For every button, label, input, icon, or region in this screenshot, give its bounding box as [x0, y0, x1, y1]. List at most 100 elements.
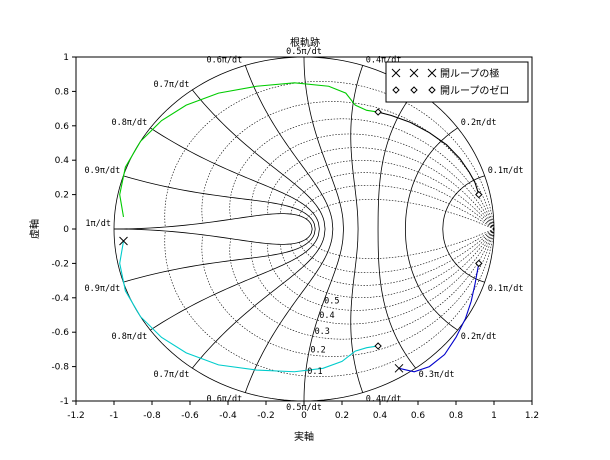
x-tick-label-1: -1	[110, 411, 119, 421]
unit-circle	[113, 57, 495, 401]
zeta-curve-upper-3	[229, 118, 495, 230]
legend-pole-marker-1	[409, 68, 419, 78]
locus-branch-3	[377, 111, 480, 195]
zeta-curve-lower-1	[164, 228, 495, 377]
frequency-label-lower-9: 0.9π/dt	[84, 284, 120, 294]
zeta-curve-lower-8	[298, 228, 495, 274]
zeta-curve-lower-3	[229, 228, 495, 340]
legend-zero-marker-0	[392, 86, 400, 94]
legend-label-2: 開ループのゼロ	[440, 85, 509, 97]
wn-curve-lower-7	[192, 228, 326, 369]
frequency-label-upper-9: 0.9π/dt	[84, 166, 120, 176]
x-tick-label-4: -0.4	[219, 411, 237, 421]
zeta-curve-lower-6	[280, 228, 495, 298]
wn-curve-lower-8	[150, 228, 320, 331]
y-tick-label-7: 0.4	[55, 156, 70, 166]
zeta-curve-upper-7	[290, 172, 495, 230]
zeta-curve-lower-5	[267, 228, 495, 311]
x-tick-label-5: -0.2	[257, 411, 275, 421]
wn-curve-upper-10	[113, 213, 313, 230]
y-tick-label-4: -0.2	[51, 259, 69, 269]
zeta-curve-upper-4	[250, 133, 495, 230]
zeta-curve-upper-2	[201, 101, 495, 230]
frequency-label-upper-5: 0.5π/dt	[286, 47, 322, 57]
zeta-curve-lower-2	[201, 228, 495, 357]
zero-marker-3	[475, 190, 483, 199]
zeta-curve-lower-7	[290, 228, 495, 286]
wn-curve-upper-5	[303, 57, 344, 230]
x-tick-label-11: 1	[491, 411, 497, 421]
frequency-label-upper-4: 0.4π/dt	[366, 55, 402, 65]
zeta-curve-upper-9	[306, 199, 495, 230]
zero-marker-2	[374, 342, 382, 350]
locus-branch-2	[119, 240, 379, 373]
x-tick-label-9: 0.6	[411, 411, 426, 421]
y-tick-label-3: -0.4	[51, 294, 69, 304]
axes: -1.2 -1 -0.8 -0.6 -0.4 -0.2 0 0.2 0.4 0.6 0.8 1 1.2 -…	[51, 53, 539, 421]
damping-label-5: 0.5	[324, 297, 339, 307]
wn-curve-upper-2	[404, 127, 458, 230]
frequency-label-lower-2: 0.2π/dt	[461, 332, 497, 342]
legend-box	[385, 61, 529, 103]
x-tick-label-3: -0.6	[181, 411, 199, 421]
frequency-label-lower-6: 0.6π/dt	[206, 395, 242, 405]
legend-pole-marker-0	[391, 68, 401, 78]
wn-curve-lower-2	[404, 228, 458, 331]
wn-curve-lower-10	[113, 228, 313, 245]
x-tick-label-2: -0.8	[143, 411, 161, 421]
y-tick-label-0: -1	[60, 397, 69, 407]
zeta-curve-upper-6	[280, 160, 495, 230]
frequency-label-lower-4: 0.4π/dt	[366, 395, 402, 405]
legend-pole-marker-2	[427, 68, 437, 78]
zeta-curve-upper-5	[267, 147, 495, 230]
wn-curve-upper-7	[192, 89, 326, 230]
zeta-curve-upper-8	[298, 184, 495, 230]
x-tick-label-8: 0.4	[373, 411, 388, 421]
zeta-curve-lower-4	[250, 228, 495, 325]
wn-curve-upper-9	[123, 175, 316, 230]
damping-label-4: 0.4	[319, 311, 334, 321]
y-tick-label-8: 0.6	[55, 122, 70, 132]
chart-title: 根軌跡	[290, 36, 320, 49]
y-tick-label-10: 1	[63, 53, 69, 63]
legend-label-1: 開ループの極	[440, 67, 499, 80]
x-tick-label-0: -1.2	[67, 411, 85, 421]
x-axis-title: 実軸	[294, 430, 314, 443]
frequency-label-upper-7: 0.7π/dt	[153, 80, 189, 90]
frequency-label-upper-2: 0.2π/dt	[461, 118, 497, 128]
wn-curve-lower-9	[123, 228, 316, 283]
legend-zero-marker-2	[428, 86, 436, 94]
frequency-label-lower-1: 0.1π/dt	[488, 284, 524, 294]
x-tick-label-7: 0.2	[335, 411, 349, 421]
y-tick-label-1: -0.8	[51, 363, 69, 373]
locus-branches	[119, 82, 480, 373]
frequency-label-lower-5: 0.5π/dt	[286, 403, 322, 413]
zgrid	[113, 57, 495, 401]
x-tick-label-10: 0.8	[449, 411, 464, 421]
wn-curve-upper-8	[150, 127, 320, 230]
frequency-label-lower-3: 0.3π/dt	[419, 370, 455, 380]
zeta-curve-lower-9	[306, 228, 495, 259]
x-tick-label-12: 1.2	[525, 411, 539, 421]
damping-label-1: 0.1	[307, 367, 322, 377]
wn-curve-lower-3	[377, 228, 416, 369]
wn-curve-upper-6	[244, 65, 334, 230]
zeta-curve-upper-1	[164, 81, 495, 230]
y-tick-label-5: 0	[63, 225, 69, 235]
y-tick-label-6: 0.2	[55, 191, 69, 201]
pole-marker-1	[119, 236, 128, 246]
zero-marker-1	[374, 108, 382, 116]
wn-curve-lower-4	[350, 228, 364, 393]
frequency-label-upper-6: 0.6π/dt	[206, 55, 242, 65]
wn-curve-upper-3	[377, 89, 416, 230]
y-tick-label-2: -0.6	[51, 328, 69, 338]
locus-branch-4	[398, 263, 480, 373]
plot-frame	[75, 56, 533, 402]
y-tick-label-9: 0.8	[55, 87, 70, 97]
legend-zero-marker-1	[410, 86, 418, 94]
frequency-label-lower-8: 0.8π/dt	[111, 332, 147, 342]
frequency-label-upper-10: 1π/dt	[85, 219, 111, 229]
frequency-label-upper-1: 0.1π/dt	[488, 166, 524, 176]
